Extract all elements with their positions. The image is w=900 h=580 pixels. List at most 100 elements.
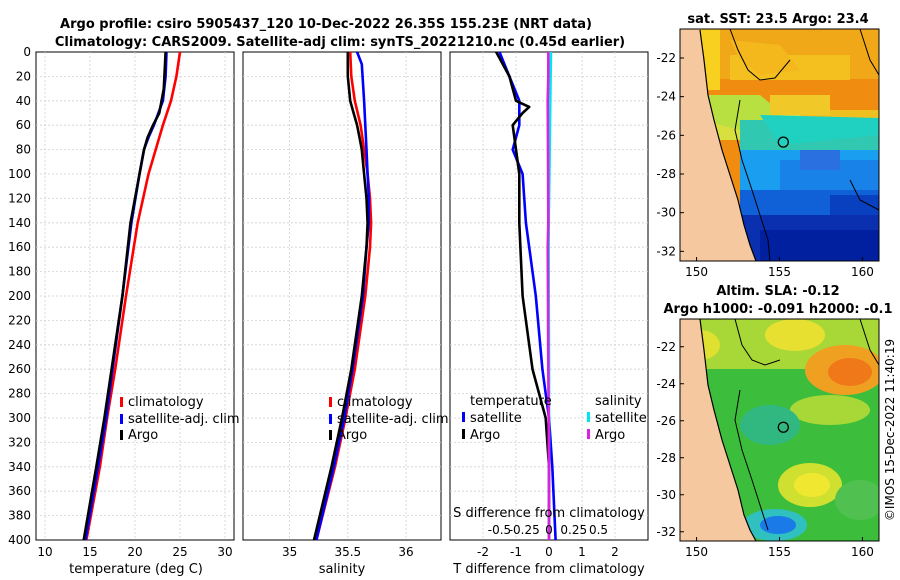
temperature-grid	[36, 52, 234, 540]
x-tick-label: 20	[127, 545, 142, 559]
salinity-grid	[243, 52, 441, 540]
s-tick-label: -0.5	[488, 523, 511, 537]
x-tick-label: 1	[578, 545, 586, 559]
s-tick-label: 0	[545, 523, 553, 537]
x-tick-label: 10	[37, 545, 52, 559]
salinity-xlabel: salinity	[319, 562, 366, 577]
y-tick-label: 260	[8, 362, 31, 376]
y-tick-label: 380	[8, 509, 31, 523]
series-line-climatology	[315, 52, 373, 540]
s-diff-xlabel: S difference from climatology	[453, 506, 645, 521]
sla-map-image	[680, 319, 879, 541]
coastline	[699, 29, 757, 261]
map-y-tick-label: -32	[656, 244, 676, 258]
y-tick-label: 360	[8, 484, 31, 498]
x-tick-label: -2	[477, 545, 489, 559]
y-tick-label: 300	[8, 411, 31, 425]
temperature-xlabel: temperature (deg C)	[69, 562, 203, 577]
s-tick-label: -0.25	[509, 523, 540, 537]
x-tick-label: 36	[398, 545, 413, 559]
salinity-panel: 35 35.5 36 salinity climatology satellite-…	[242, 51, 449, 577]
sla-map-ticks: 150 155 160 -22 -24 -26 -28 -30 -32	[656, 340, 873, 559]
legend-swatch-s-satellite	[587, 412, 590, 422]
legend-label-climatology: climatology	[128, 395, 204, 410]
series-line-satellite-adj-clim	[315, 52, 371, 540]
s-tick-label: 0.5	[589, 523, 608, 537]
map-y-tick-label: -24	[656, 377, 676, 391]
sst-map-image	[680, 29, 879, 261]
legend-label-s-satellite: satellite	[595, 411, 647, 426]
coastline	[699, 319, 757, 541]
bathymetry-contour	[734, 319, 879, 531]
map-y-tick-label: -22	[656, 340, 676, 354]
legend-label-climatology: climatology	[337, 395, 413, 410]
legend-label-t-argo: Argo	[470, 428, 500, 443]
map-y-tick-label: -30	[656, 206, 676, 220]
map-y-tick-label: -28	[656, 451, 676, 465]
y-tick-label: 0	[23, 45, 31, 59]
legend-swatch-climatology	[329, 397, 332, 407]
legend-title-temperature: temperature	[470, 394, 552, 409]
map-y-tick-label: -26	[656, 414, 676, 428]
legend-label-satellite: satellite-adj. clim	[337, 412, 449, 427]
imos-credit: ©IMOS 15-Dec-2022 11:40:19	[883, 339, 897, 521]
map-y-tick-label: -32	[656, 525, 676, 539]
map-x-tick-label: 160	[851, 265, 874, 279]
argo-location-marker	[777, 421, 789, 433]
series-line-argo	[82, 52, 167, 540]
x-tick-label: -1	[510, 545, 522, 559]
australia-land	[680, 319, 756, 541]
sla-map-title2: Argo h1000: -0.091 h2000: -0.1	[663, 302, 892, 317]
legend-swatch-climatology	[120, 397, 123, 407]
y-tick-label: 320	[8, 435, 31, 449]
map-y-tick-label: -26	[656, 128, 676, 142]
y-tick-label: 280	[8, 387, 31, 401]
y-tick-label: 160	[8, 240, 31, 254]
salinity-x-ticks: 35 35.5 36	[282, 545, 414, 559]
s-tick-label: 0.25	[560, 523, 587, 537]
map-x-tick-label: 160	[851, 545, 874, 559]
map-y-tick-label: -24	[656, 90, 676, 104]
y-tick-label: 40	[16, 94, 31, 108]
argo-location-marker	[777, 136, 789, 148]
legend-swatch-argo	[120, 430, 123, 440]
sst-map-ticks: 150 155 160 -22 -24 -26 -28 -30 -32	[656, 51, 873, 279]
difference-legend: temperature satellite Argo salinity sate…	[462, 394, 647, 443]
legend-label-t-satellite: satellite	[470, 411, 522, 426]
legend-swatch-satellite	[329, 414, 332, 424]
map-x-tick-label: 155	[768, 545, 791, 559]
legend-label-argo: Argo	[337, 428, 367, 443]
map-y-tick-label: -22	[656, 51, 676, 65]
y-tick-label: 140	[8, 216, 31, 230]
y-tick-label: 200	[8, 289, 31, 303]
legend-swatch-satellite	[120, 414, 123, 424]
temperature-x-ticks: 10 15 20 25 30	[37, 545, 232, 559]
salinity-diff-ticks: -0.5-0.25 0 0.25 0.5	[488, 523, 608, 537]
series-line-argo	[312, 52, 369, 540]
legend-title-salinity: salinity	[595, 394, 642, 409]
difference-panel: -2 -1 0 1 2 -0.5-0.25 0 0.25 0.5 S difference f…	[449, 51, 649, 577]
legend-label-satellite: satellite-adj. clim	[128, 412, 240, 427]
t-diff-xlabel: T difference from climatology	[452, 562, 645, 577]
figure-title-line2: Climatology: CARS2009. Satellite-adj cli…	[55, 35, 625, 50]
temperature-panel: 10 15 20 25 30 0 20 40 60 80 100 120 140 160 180 200 22…	[8, 45, 240, 577]
x-tick-label: 2	[611, 545, 619, 559]
x-tick-label: 25	[172, 545, 187, 559]
map-x-tick-label: 155	[768, 265, 791, 279]
temperature-legend: climatology satellite-adj. clim Argo	[120, 395, 240, 443]
figure-title-line1: Argo profile: csiro 5905437_120 10-Dec-2…	[60, 17, 592, 32]
sst-map-title: sat. SST: 23.5 Argo: 23.4	[687, 12, 868, 27]
salinity-legend: climatology satellite-adj. clim Argo	[329, 395, 449, 443]
y-tick-label: 180	[8, 265, 31, 279]
series-line-t-argo	[495, 52, 551, 540]
x-tick-label: 35	[282, 545, 297, 559]
difference-x-ticks: -2 -1 0 1 2	[477, 545, 619, 559]
y-tick-label: 80	[16, 143, 31, 157]
map-y-tick-label: -30	[656, 488, 676, 502]
temperature-lines	[82, 52, 182, 540]
salinity-lines	[312, 52, 373, 540]
bathymetry-contour	[729, 29, 879, 261]
depth-y-ticks: 0 20 40 60 80 100 120 140 160 180 200 220 240 260 280 3…	[8, 45, 31, 547]
x-tick-label: 0	[545, 545, 553, 559]
